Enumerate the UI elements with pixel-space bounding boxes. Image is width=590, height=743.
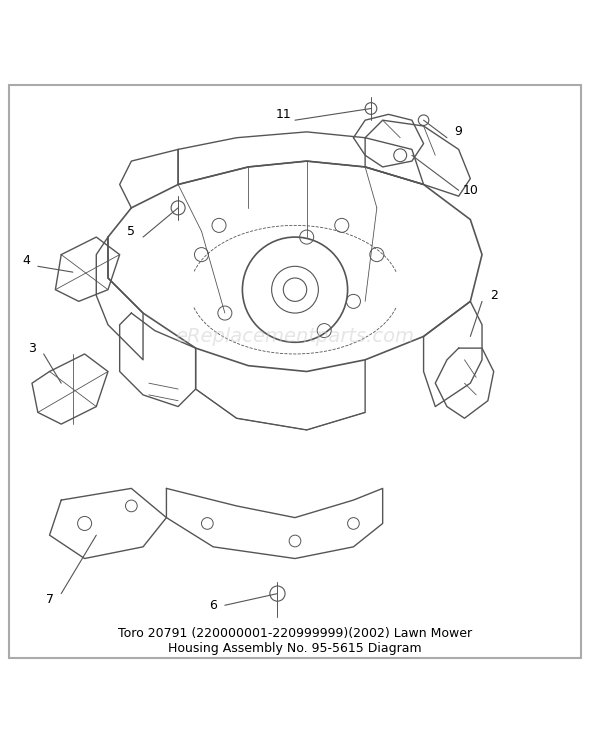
Text: Toro 20791 (220000001-220999999)(2002) Lawn Mower
Housing Assembly No. 95-5615 D: Toro 20791 (220000001-220999999)(2002) L… (118, 627, 472, 655)
Text: 6: 6 (209, 599, 217, 611)
Text: 2: 2 (490, 289, 497, 302)
Text: 5: 5 (127, 224, 135, 238)
Text: 4: 4 (22, 254, 30, 267)
Text: 7: 7 (45, 593, 54, 606)
Text: 11: 11 (276, 108, 291, 121)
Text: 10: 10 (463, 184, 478, 197)
Text: 9: 9 (455, 126, 463, 138)
Text: 3: 3 (28, 342, 36, 354)
Text: eReplacementparts.com: eReplacementparts.com (175, 327, 415, 346)
